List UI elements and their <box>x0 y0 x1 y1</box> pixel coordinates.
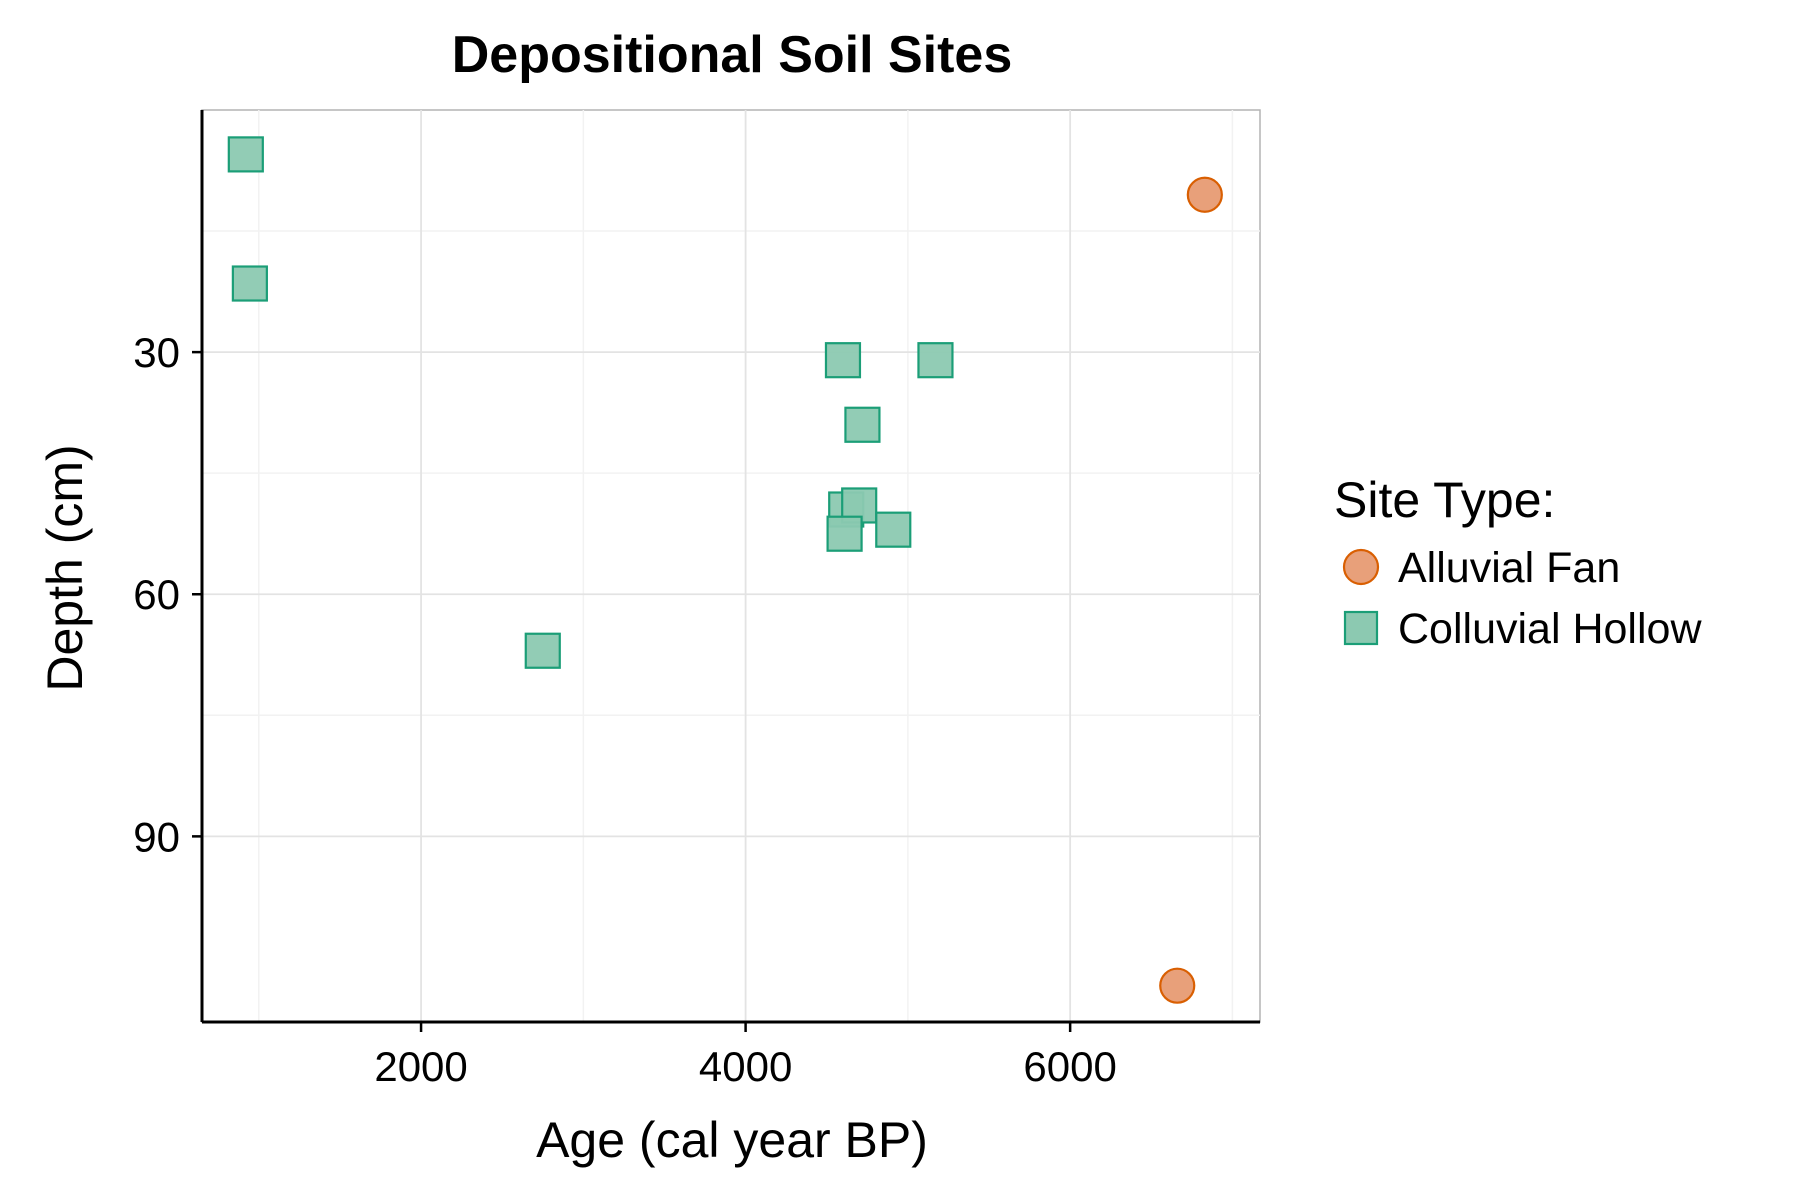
data-points <box>227 136 1223 1004</box>
major-gridlines <box>202 110 1260 1022</box>
x-tick-label: 4000 <box>699 1043 792 1090</box>
legend-title: Site Type: <box>1334 472 1555 528</box>
y-axis-ticks: 30 60 90 <box>133 329 202 860</box>
colluvial-hollow-point <box>524 632 561 669</box>
legend-label-alluvial-fan: Alluvial Fan <box>1398 544 1620 592</box>
y-axis-title: Depth (cm) <box>37 444 93 691</box>
y-tick-label: 30 <box>133 329 180 376</box>
legend-items: Alluvial Fan Colluvial Hollow <box>1342 544 1702 653</box>
colluvial-hollow-point <box>875 511 912 548</box>
y-tick-label: 90 <box>133 813 180 860</box>
colluvial-hollow-point <box>826 515 863 552</box>
colluvial-hollow-point <box>824 342 862 379</box>
colluvial-hollow-point <box>844 406 881 443</box>
panel-border <box>201 109 1261 1023</box>
plot-area: 2000 4000 6000 30 60 90 <box>133 109 1261 1090</box>
legend: Site Type: Alluvial Fan Colluvial Hollow <box>1334 472 1702 653</box>
x-axis-title: Age (cal year BP) <box>536 1112 928 1168</box>
minor-gridlines <box>202 110 1260 1022</box>
x-axis-ticks: 2000 4000 6000 <box>374 1022 1117 1090</box>
legend-key-alluvial-fan <box>1342 548 1380 586</box>
alluvial-fan-point <box>1159 967 1196 1004</box>
x-tick-label: 2000 <box>374 1043 467 1090</box>
alluvial-fan-point <box>1186 176 1223 213</box>
y-tick-label: 60 <box>133 571 180 618</box>
x-tick-label: 6000 <box>1023 1043 1116 1090</box>
colluvial-hollow-point <box>917 342 954 379</box>
legend-key-colluvial-hollow <box>1343 610 1379 646</box>
chart-title: Depositional Soil Sites <box>452 26 1013 84</box>
colluvial-hollow-point <box>231 265 268 302</box>
colluvial-hollow-point <box>227 136 264 173</box>
legend-label-colluvial-hollow: Colluvial Hollow <box>1398 605 1702 653</box>
